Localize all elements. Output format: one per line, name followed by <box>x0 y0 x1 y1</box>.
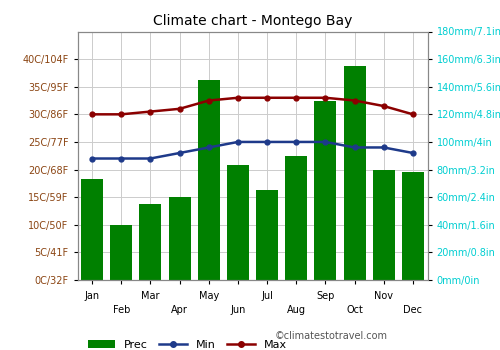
Bar <box>373 169 394 280</box>
Text: Nov: Nov <box>374 291 393 301</box>
Bar <box>168 197 190 280</box>
Text: Jun: Jun <box>230 305 246 315</box>
Text: Mar: Mar <box>141 291 160 301</box>
Text: Aug: Aug <box>287 305 306 315</box>
Title: Climate chart - Montego Bay: Climate chart - Montego Bay <box>153 14 352 28</box>
Bar <box>344 66 365 280</box>
Text: Sep: Sep <box>316 291 334 301</box>
Bar <box>81 179 103 280</box>
Bar <box>227 166 249 280</box>
Text: Feb: Feb <box>112 305 130 315</box>
Bar <box>286 156 307 280</box>
Bar <box>402 172 424 280</box>
Bar <box>140 204 162 280</box>
Text: Oct: Oct <box>346 305 363 315</box>
Text: Dec: Dec <box>404 305 422 315</box>
Text: Jul: Jul <box>261 291 273 301</box>
Bar <box>314 100 336 280</box>
Text: Jan: Jan <box>84 291 100 301</box>
Bar <box>110 225 132 280</box>
Bar <box>256 190 278 280</box>
Text: May: May <box>198 291 219 301</box>
Bar <box>198 80 220 280</box>
Legend: Prec, Min, Max: Prec, Min, Max <box>83 335 291 350</box>
Text: ©climatestotravel.com: ©climatestotravel.com <box>275 331 388 341</box>
Text: Apr: Apr <box>171 305 188 315</box>
